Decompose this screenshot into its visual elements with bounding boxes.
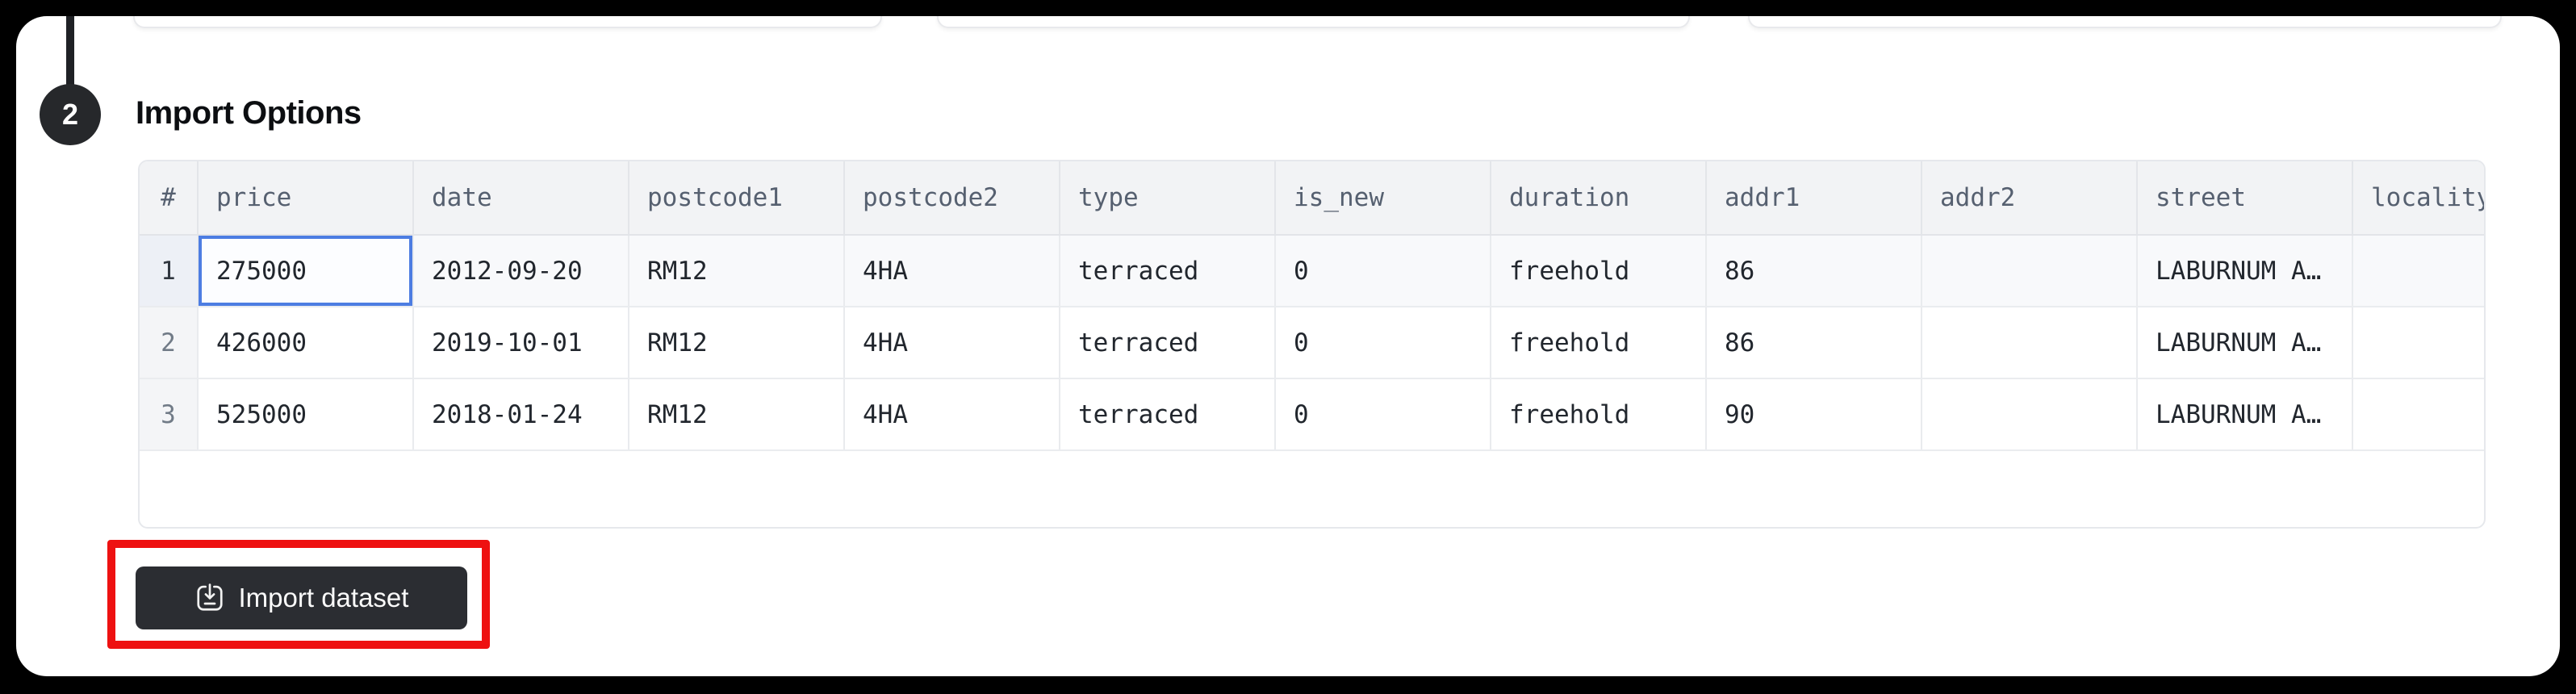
step-2-badge: 2 [40, 84, 101, 145]
top-card-1 [133, 16, 882, 28]
top-card-3 [1748, 16, 2502, 28]
cell-postcode1-row3[interactable]: RM12 [629, 378, 845, 451]
cell-addr2-row3[interactable] [1922, 378, 2138, 451]
column-header-is_new: is_new [1275, 161, 1491, 236]
table-header-row: # price date postcode1 postcode2 type is_new du… [140, 161, 2484, 236]
app-window: 2 Import Options # price date postcode1 post… [16, 16, 2560, 676]
cell-type-row2[interactable]: terraced [1060, 307, 1276, 379]
cell-date-row3[interactable]: 2018-01-24 [413, 378, 629, 451]
cell-street-row2[interactable]: LABURNUM A… [2137, 307, 2353, 379]
cell-date-row2[interactable]: 2019-10-01 [413, 307, 629, 379]
import-preview-table[interactable]: # price date postcode1 postcode2 type is_new du… [138, 160, 2486, 529]
cell-duration-row3[interactable]: freehold [1491, 378, 1707, 451]
import-download-icon [196, 583, 223, 611]
cell-postcode1-row2[interactable]: RM12 [629, 307, 845, 379]
cell-is_new-row1[interactable]: 0 [1275, 235, 1491, 307]
column-header-date: date [413, 161, 629, 236]
import-dataset-button[interactable]: Import dataset [136, 566, 467, 629]
cell-type-row1[interactable]: terraced [1060, 235, 1276, 307]
step-2-number: 2 [61, 98, 79, 131]
top-card-2 [937, 16, 1690, 28]
cell-postcode2-row3[interactable]: 4HA [844, 378, 1060, 451]
step-connector-line [66, 16, 74, 89]
column-header-postcode1: postcode1 [629, 161, 845, 236]
cell-type-row3[interactable]: terraced [1060, 378, 1276, 451]
cell-duration-row1[interactable]: freehold [1491, 235, 1707, 307]
row-number-cell: 3 [140, 378, 199, 451]
column-header-addr2: addr2 [1922, 161, 2138, 236]
cell-postcode2-row2[interactable]: 4HA [844, 307, 1060, 379]
row-number-cell: 2 [140, 307, 199, 379]
cell-addr1-row1[interactable]: 86 [1706, 235, 1922, 307]
table-row: 1 275000 2012-09-20 RM12 4HA terraced 0 freehol… [140, 235, 2484, 307]
cell-street-row1[interactable]: LABURNUM A… [2137, 235, 2353, 307]
cell-price-row3[interactable]: 525000 [198, 378, 414, 451]
row-number-cell: 1 [140, 235, 199, 307]
row-number-header: # [140, 161, 199, 236]
cell-locality-row1[interactable] [2352, 235, 2484, 307]
cell-date-row1[interactable]: 2012-09-20 [413, 235, 629, 307]
cell-locality-row3[interactable] [2352, 378, 2484, 451]
table-row: 3 525000 2018-01-24 RM12 4HA terraced 0 freehol… [140, 378, 2484, 451]
cell-price-row2[interactable]: 426000 [198, 307, 414, 379]
import-dataset-label: Import dataset [238, 583, 409, 612]
cell-postcode2-row1[interactable]: 4HA [844, 235, 1060, 307]
column-header-addr1: addr1 [1706, 161, 1922, 236]
cell-addr2-row1[interactable] [1922, 235, 2138, 307]
section-title: Import Options [136, 95, 362, 131]
cell-is_new-row2[interactable]: 0 [1275, 307, 1491, 379]
cell-price-row1[interactable]: 275000 [198, 235, 414, 307]
column-header-postcode2: postcode2 [844, 161, 1060, 236]
cell-locality-row2[interactable] [2352, 307, 2484, 379]
cell-street-row3[interactable]: LABURNUM A… [2137, 378, 2353, 451]
column-header-price: price [198, 161, 414, 236]
column-header-street: street [2137, 161, 2353, 236]
cell-addr1-row3[interactable]: 90 [1706, 378, 1922, 451]
column-header-locality: locality [2352, 161, 2484, 236]
cell-postcode1-row1[interactable]: RM12 [629, 235, 845, 307]
cell-is_new-row3[interactable]: 0 [1275, 378, 1491, 451]
cell-addr2-row2[interactable] [1922, 307, 2138, 379]
column-header-type: type [1060, 161, 1276, 236]
cell-addr1-row2[interactable]: 86 [1706, 307, 1922, 379]
table-row: 2 426000 2019-10-01 RM12 4HA terraced 0 freehol… [140, 307, 2484, 379]
data-grid: # price date postcode1 postcode2 type is_new du… [140, 161, 2484, 451]
cell-duration-row2[interactable]: freehold [1491, 307, 1707, 379]
column-header-duration: duration [1491, 161, 1707, 236]
